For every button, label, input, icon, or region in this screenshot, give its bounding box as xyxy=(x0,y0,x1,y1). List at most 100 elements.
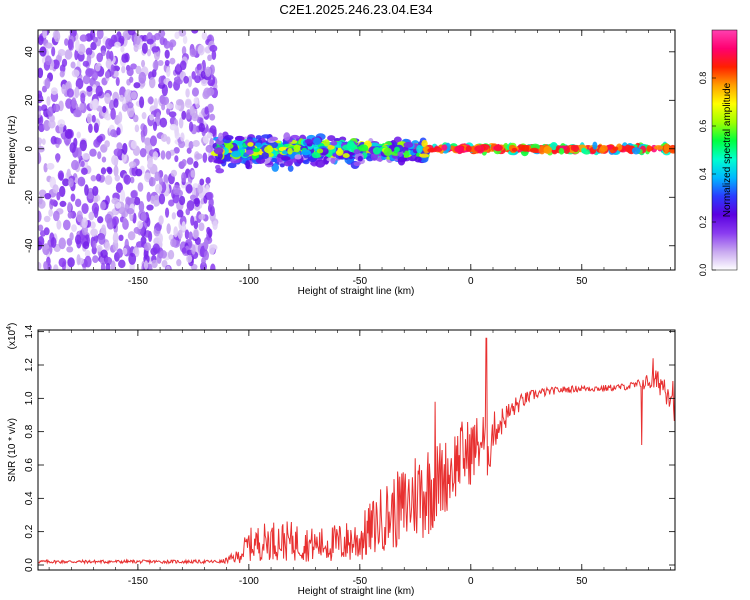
heatmap-cell xyxy=(181,46,187,56)
heatmap-cell xyxy=(186,147,192,154)
heatmap-cell xyxy=(102,105,107,114)
heatmap-cell xyxy=(148,76,156,89)
heatmap-cell xyxy=(141,59,146,68)
heatmap-cell xyxy=(67,38,74,50)
heatmap-cell xyxy=(279,163,285,168)
heatmap-cell xyxy=(416,145,423,154)
heatmap-cell xyxy=(96,52,104,63)
heatmap-cell xyxy=(104,70,111,79)
heatmap-cell xyxy=(261,151,269,160)
heatmap-cell xyxy=(141,112,147,120)
heatmap-cell xyxy=(177,229,183,240)
heatmap-cell xyxy=(152,243,160,254)
heatmap-cell xyxy=(94,63,101,72)
heatmap-cell xyxy=(151,259,158,269)
heatmap-cell xyxy=(134,196,141,206)
heatmap-cell xyxy=(185,208,191,216)
heatmap-cell xyxy=(81,217,88,229)
heatmap-cell xyxy=(127,231,136,241)
heatmap-cell xyxy=(172,184,181,196)
heatmap-cell xyxy=(213,147,224,155)
heatmap-cell xyxy=(81,203,89,214)
heatmap-cell xyxy=(247,142,254,147)
heatmap-cell xyxy=(133,43,139,53)
heatmap-cell xyxy=(121,103,129,112)
heatmap-cell xyxy=(194,153,203,160)
heatmap-cell xyxy=(75,39,80,52)
heatmap-cell xyxy=(111,197,119,205)
colorbar: 0.0 0.2 0.4 0.6 0.8 Normalized spectral ampl… xyxy=(698,29,738,276)
heatmap-cell xyxy=(97,151,102,160)
heatmap-cell xyxy=(105,38,113,50)
heatmap-cell xyxy=(118,259,126,269)
heatmap-cell xyxy=(543,145,552,154)
heatmap-cell xyxy=(112,216,120,226)
heatmap-cell xyxy=(38,137,43,145)
heatmap-cell xyxy=(96,30,104,40)
heatmap-cell xyxy=(163,40,171,49)
heatmap-cell xyxy=(141,42,148,54)
heatmap-cell xyxy=(335,148,344,156)
heatmap-cell xyxy=(122,217,128,227)
heatmap-cell xyxy=(178,117,184,129)
heatmap-cell xyxy=(59,185,66,198)
heatmap-cell xyxy=(105,262,111,270)
heatmap-cell xyxy=(427,148,435,153)
heatmap-cell xyxy=(138,71,147,84)
heatmap-cell xyxy=(84,249,91,258)
heatmap-cell xyxy=(47,106,54,117)
snr-y-tick-label: 1.2 xyxy=(24,358,35,372)
heatmap-cell xyxy=(82,74,91,85)
heatmap-cell xyxy=(154,183,163,194)
heatmap-cell xyxy=(158,75,165,86)
heatmap-cell xyxy=(163,174,169,185)
heatmap-cell xyxy=(301,149,311,156)
heatmap-cell xyxy=(283,160,293,167)
heatmap-cell xyxy=(58,237,66,250)
snr-y-tick-label: 1.0 xyxy=(24,391,35,405)
heatmap-cell xyxy=(393,136,402,143)
heatmap-cell xyxy=(91,114,96,123)
heatmap-cell xyxy=(207,103,214,113)
heatmap-cell xyxy=(122,247,128,255)
heatmap-cell xyxy=(186,254,193,263)
heatmap-cell xyxy=(88,211,95,221)
heatmap-cell xyxy=(104,113,112,121)
heatmap-cell xyxy=(201,31,208,40)
heatmap-frame xyxy=(37,29,676,271)
heatmap-cell xyxy=(147,96,154,105)
heatmap-cell xyxy=(209,44,218,53)
heatmap-cell xyxy=(55,153,60,163)
heatmap-cell xyxy=(137,182,144,192)
heatmap-cell xyxy=(357,155,363,162)
heatmap-y-tick-label: -40 xyxy=(24,238,35,253)
heatmap-cell xyxy=(89,221,96,229)
heatmap-cell xyxy=(201,257,206,266)
colorbar-gradient xyxy=(711,29,738,271)
heatmap-cell xyxy=(146,48,152,57)
heatmap-cell xyxy=(173,226,179,238)
snr-exponent-base: (x10 xyxy=(7,329,18,349)
heatmap-cell xyxy=(104,213,113,224)
heatmap-cell xyxy=(84,255,92,268)
heatmap-cell xyxy=(149,135,157,147)
heatmap-cell xyxy=(116,248,124,258)
heatmap-cell xyxy=(169,41,174,51)
heatmap-cell xyxy=(190,170,196,178)
heatmap-cell xyxy=(76,147,82,160)
heatmap-cell xyxy=(85,47,93,56)
heatmap-cell xyxy=(215,168,225,174)
heatmap-cell xyxy=(67,211,73,219)
heatmap-cell xyxy=(135,168,143,177)
heatmap-cell xyxy=(153,199,159,207)
heatmap-cell xyxy=(624,144,632,153)
heatmap-cell xyxy=(115,77,120,87)
heatmap-cell xyxy=(208,244,216,255)
heatmap-cell xyxy=(168,199,175,207)
heatmap-panel: -150 -100 -50 0 50 -40 -20 0 20 40 Height of str… xyxy=(7,29,676,297)
heatmap-cell xyxy=(38,261,42,270)
heatmap-cell xyxy=(147,263,153,270)
snr-y-tick-label: 0.0 xyxy=(24,558,35,572)
heatmap-cell xyxy=(168,111,177,118)
heatmap-cell xyxy=(188,121,194,132)
